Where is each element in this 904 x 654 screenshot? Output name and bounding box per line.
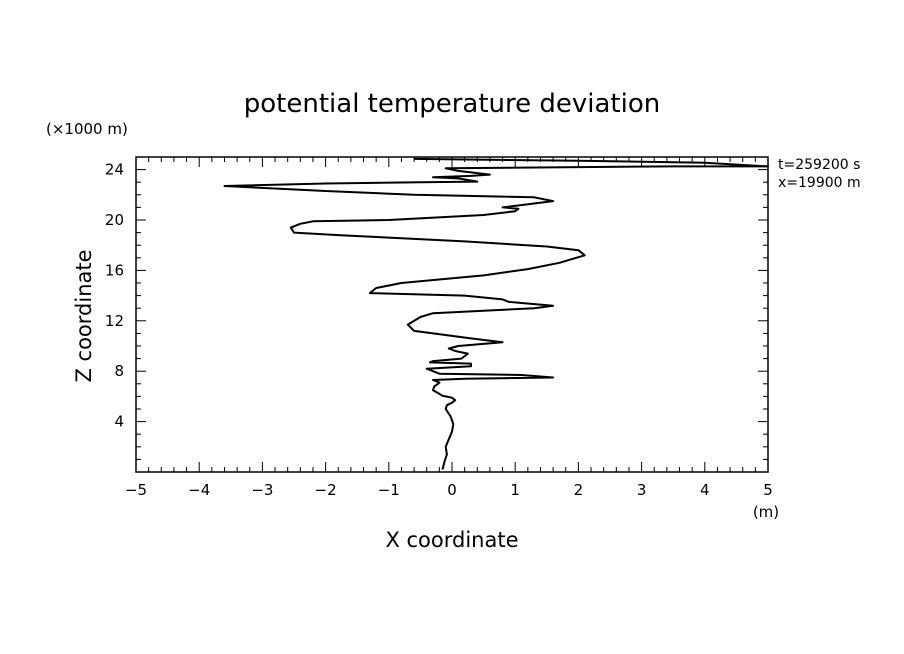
- y-tick-label: 8: [114, 362, 124, 380]
- y-tick-label: 24: [105, 161, 124, 179]
- x-tick-label: 0: [447, 481, 457, 499]
- y-tick-label: 4: [114, 413, 124, 431]
- x-tick-label: 5: [763, 481, 773, 499]
- y-tick-label: 20: [105, 211, 124, 229]
- plot-frame: [135, 156, 769, 473]
- annotation-time: t=259200 s: [778, 157, 860, 173]
- x-tick-label: −5: [125, 481, 147, 499]
- x-tick-label: 2: [574, 481, 584, 499]
- x-tick-label: −3: [251, 481, 273, 499]
- chart-title: potential temperature deviation: [244, 89, 660, 119]
- x-tick-label: 3: [637, 481, 647, 499]
- x-tick-label: 1: [510, 481, 520, 499]
- y-unit-label: (×1000 m): [46, 120, 128, 138]
- x-axis-label: X coordinate: [385, 528, 518, 552]
- x-tick-label: 4: [700, 481, 710, 499]
- annotation-x-position: x=19900 m: [778, 175, 861, 191]
- y-tick-label: 16: [105, 261, 124, 279]
- series-line-0: [223, 157, 769, 470]
- y-tick-label: 12: [105, 312, 124, 330]
- y-axis-label: Z coordinate: [72, 249, 96, 382]
- x-tick-label: −1: [378, 481, 400, 499]
- x-unit-label: (m): [753, 503, 779, 521]
- x-tick-label: −4: [188, 481, 210, 499]
- x-tick-label: −2: [315, 481, 337, 499]
